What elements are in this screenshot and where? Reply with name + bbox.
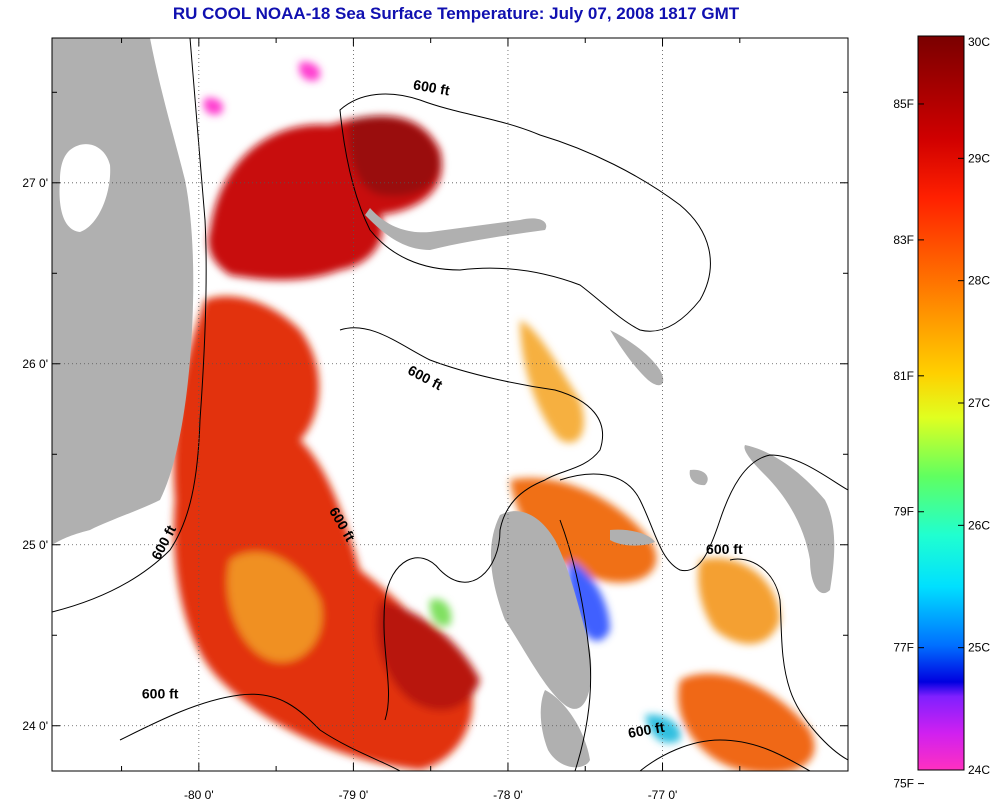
land-exuma <box>610 529 655 546</box>
land-lake-okeechobee <box>59 144 111 232</box>
colorbar-celsius-ticks: 30C 29C 28C 27C 26C 25C 24C <box>958 35 990 777</box>
map-title: RU COOL NOAA-18 Sea Surface Temperature:… <box>172 4 740 23</box>
x-tick-label-2: -78 0' <box>493 788 523 802</box>
contour-andros-east <box>559 519 592 771</box>
y-tick-label-0: 27 0' <box>22 176 48 190</box>
sst-patch-channel <box>520 320 584 443</box>
x-axis: -80 0' -79 0' -78 0' -77 0' <box>121 38 741 802</box>
x-tick-label-3: -77 0' <box>648 788 678 802</box>
contour-label-4: 600 ft <box>142 686 179 702</box>
sst-patch-green-1 <box>429 599 452 627</box>
y-axis: 27 0' 26 0' 25 0' 24 0' <box>22 91 848 733</box>
sst-patch-se <box>678 673 815 771</box>
y-tick-label-3: 24 0' <box>22 719 48 733</box>
cb-f-label-4: 77F <box>893 641 914 655</box>
cb-f-label-2: 81F <box>893 369 914 383</box>
gridlines <box>52 38 848 771</box>
cb-f-label-3: 79F <box>893 505 914 519</box>
cb-c-label-0: 30C <box>968 35 990 49</box>
y-tick-label-2: 25 0' <box>22 538 48 552</box>
cb-c-label-2: 28C <box>968 274 990 288</box>
contour-florida-shelf <box>52 38 207 613</box>
x-tick-label-0: -80 0' <box>184 788 214 802</box>
sst-patch-yellow <box>227 552 322 662</box>
cb-c-label-3: 27C <box>968 396 990 410</box>
sst-patch-south-core <box>376 600 480 711</box>
contour-south-bank <box>119 693 401 771</box>
contour-label-6: 600 ft <box>706 541 743 557</box>
contour-southeast <box>639 739 811 771</box>
cb-c-label-1: 29C <box>968 151 990 165</box>
sst-data-layer <box>173 61 815 771</box>
y-tick-label-1: 26 0' <box>22 357 48 371</box>
sst-patch-magenta-2 <box>203 97 224 115</box>
sst-patch-e-mid <box>698 558 780 644</box>
land-andros <box>490 511 592 709</box>
contour-tongue-of-ocean <box>559 454 848 572</box>
sst-patch-cool-2 <box>645 714 681 743</box>
colorbar <box>917 35 965 771</box>
land-eleuthera <box>744 445 835 594</box>
cb-c-label-6: 24C <box>968 763 990 777</box>
cb-c-label-5: 25C <box>968 641 990 655</box>
land-new-providence <box>689 469 708 486</box>
sst-patch-magenta-1 <box>299 61 321 81</box>
contour-label-5: 600 ft <box>627 719 666 741</box>
contour-great-bahama-bank-west <box>339 327 604 721</box>
land-grand-bahama <box>365 208 547 250</box>
contour-label-0: 600 ft <box>412 76 451 98</box>
sst-patch-east-1 <box>510 478 657 583</box>
contour-little-bahama-bank <box>339 93 711 332</box>
cb-f-label-1: 83F <box>893 233 914 247</box>
land-abaco <box>610 330 664 386</box>
colorbar-fahrenheit-ticks: 85F 83F 81F 79F 77F 75F <box>893 97 924 791</box>
contour-exuma-sound <box>729 558 848 761</box>
sst-patch-north-core <box>348 116 440 197</box>
land-andros-south <box>540 690 590 768</box>
land-layer <box>52 38 835 768</box>
isobath-contours <box>52 38 848 771</box>
x-tick-label-1: -79 0' <box>339 788 369 802</box>
cb-c-label-4: 26C <box>968 518 990 532</box>
map-frame <box>51 37 849 772</box>
cb-f-label-5: 75F <box>893 777 914 791</box>
cb-f-label-0: 85F <box>893 97 914 111</box>
